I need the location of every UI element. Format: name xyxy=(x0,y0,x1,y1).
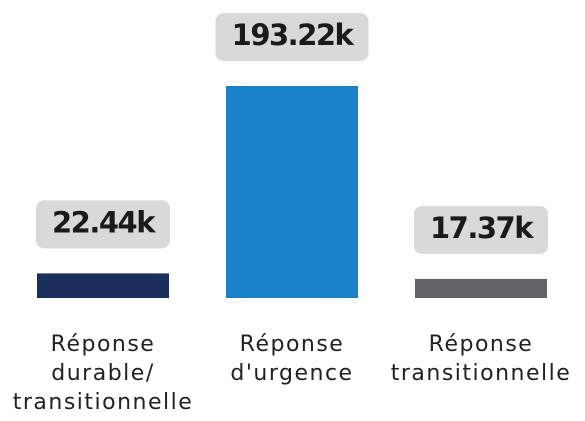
value-label: 193.22k xyxy=(232,18,355,52)
value-label-box xyxy=(36,200,170,249)
category-label: Réponse transitionnelle xyxy=(390,332,572,386)
category-label: Réponse d'urgence xyxy=(230,332,354,386)
value-label-box xyxy=(215,13,369,61)
value-label-box xyxy=(414,205,548,254)
bar xyxy=(37,273,169,298)
value-label: 17.37k xyxy=(430,211,534,245)
value-label: 22.44k xyxy=(52,205,156,239)
bar xyxy=(415,278,547,298)
category-label: Réponse durable/ transitionnelle xyxy=(12,332,194,415)
bar xyxy=(226,86,358,298)
